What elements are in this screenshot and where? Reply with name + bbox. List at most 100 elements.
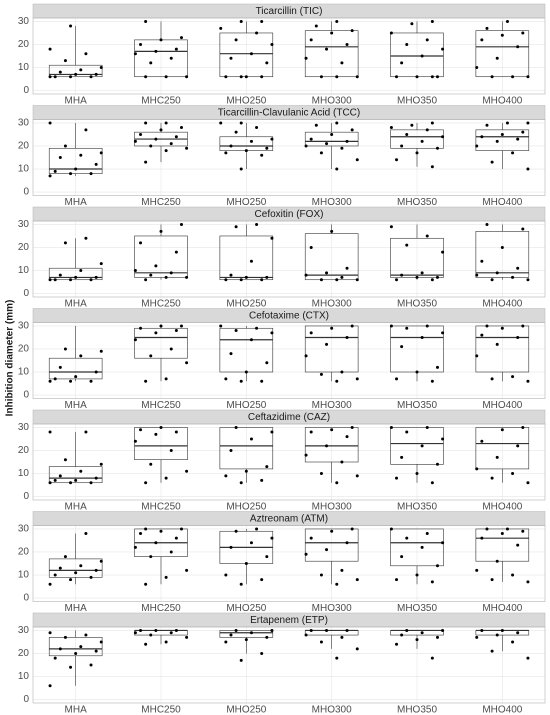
y-tick-label: 0 bbox=[23, 390, 29, 401]
data-point bbox=[400, 345, 404, 349]
box bbox=[475, 427, 530, 470]
y-tick-label: 0 bbox=[23, 187, 29, 198]
data-point bbox=[84, 52, 88, 56]
box bbox=[304, 30, 359, 78]
data-point bbox=[309, 245, 313, 249]
panel-title: Cefoxitin (FOX) bbox=[255, 209, 324, 220]
data-point bbox=[441, 250, 445, 254]
data-point bbox=[74, 375, 78, 379]
data-point bbox=[319, 278, 323, 282]
data-point bbox=[133, 338, 137, 342]
data-point bbox=[330, 229, 334, 233]
data-point bbox=[490, 377, 494, 381]
panel-border bbox=[32, 322, 546, 399]
data-point bbox=[441, 135, 445, 139]
data-point bbox=[480, 628, 484, 632]
data-point bbox=[260, 478, 264, 482]
y-axis-label: Inhibition diameter (mm) bbox=[5, 300, 16, 417]
data-point bbox=[139, 326, 143, 330]
data-point bbox=[441, 47, 445, 51]
data-point bbox=[521, 529, 525, 533]
data-point bbox=[516, 45, 520, 49]
data-point bbox=[485, 26, 489, 30]
data-point bbox=[58, 70, 62, 74]
data-point bbox=[79, 645, 83, 649]
data-point bbox=[249, 52, 253, 56]
data-point bbox=[325, 628, 329, 632]
data-point bbox=[430, 121, 434, 125]
data-point bbox=[420, 444, 424, 448]
y-tick-label: 30 bbox=[18, 422, 30, 433]
data-point bbox=[133, 139, 137, 143]
data-point bbox=[144, 75, 148, 79]
panel-title: Ertapenem (ETP) bbox=[250, 615, 328, 626]
x-tick-label: MHO250 bbox=[226, 705, 266, 715]
x-tick-label: MHO350 bbox=[397, 299, 437, 310]
data-point bbox=[149, 462, 153, 466]
data-point bbox=[500, 33, 504, 37]
panel-title: Ceftazidime (CAZ) bbox=[248, 412, 330, 423]
data-point bbox=[144, 278, 148, 282]
data-point bbox=[319, 372, 323, 376]
data-point bbox=[495, 455, 499, 459]
data-point bbox=[185, 275, 189, 279]
data-point bbox=[335, 379, 339, 383]
x-tick-label: MHO350 bbox=[397, 400, 437, 411]
data-point bbox=[526, 167, 530, 171]
box bbox=[48, 558, 103, 578]
data-point bbox=[234, 529, 238, 533]
data-point bbox=[63, 241, 67, 245]
data-point bbox=[420, 271, 424, 275]
data-point bbox=[516, 335, 520, 339]
data-point bbox=[174, 536, 178, 540]
x-tick-label: MHO250 bbox=[226, 197, 266, 208]
data-point bbox=[355, 647, 359, 651]
data-point bbox=[511, 573, 515, 577]
data-point bbox=[239, 167, 243, 171]
data-point bbox=[526, 121, 530, 125]
data-point bbox=[63, 347, 67, 351]
data-point bbox=[500, 326, 504, 330]
y-tick-label: 0 bbox=[23, 593, 29, 604]
data-point bbox=[234, 38, 238, 42]
data-point bbox=[84, 430, 88, 434]
data-point bbox=[94, 568, 98, 572]
data-point bbox=[521, 227, 525, 231]
data-point bbox=[335, 582, 339, 586]
data-point bbox=[89, 75, 93, 79]
data-point bbox=[58, 273, 62, 277]
x-tick-label: MHO250 bbox=[226, 502, 266, 513]
data-point bbox=[441, 541, 445, 545]
x-tick-label: MHO300 bbox=[312, 197, 352, 208]
box bbox=[304, 131, 359, 147]
data-point bbox=[149, 354, 153, 358]
data-point bbox=[345, 139, 349, 143]
data-point bbox=[164, 377, 168, 381]
data-point bbox=[63, 555, 67, 559]
box bbox=[48, 637, 103, 657]
data-point bbox=[48, 684, 52, 688]
data-point bbox=[169, 271, 173, 275]
x-tick-label: MHO350 bbox=[397, 502, 437, 513]
data-point bbox=[511, 151, 515, 155]
data-point bbox=[425, 38, 429, 42]
data-point bbox=[314, 123, 318, 127]
data-point bbox=[500, 132, 504, 136]
data-point bbox=[495, 271, 499, 275]
data-point bbox=[475, 354, 479, 358]
data-point bbox=[505, 121, 509, 125]
data-point bbox=[265, 146, 269, 150]
data-point bbox=[154, 628, 158, 632]
box bbox=[48, 466, 103, 484]
data-point bbox=[405, 430, 409, 434]
panel-border bbox=[32, 220, 546, 298]
data-point bbox=[169, 550, 173, 554]
data-point bbox=[389, 31, 393, 35]
data-point bbox=[48, 582, 52, 586]
data-point bbox=[174, 329, 178, 333]
x-tick-label: MHO400 bbox=[482, 705, 522, 715]
data-point bbox=[94, 476, 98, 480]
data-point bbox=[500, 245, 504, 249]
data-point bbox=[133, 439, 137, 443]
data-point bbox=[355, 158, 359, 162]
